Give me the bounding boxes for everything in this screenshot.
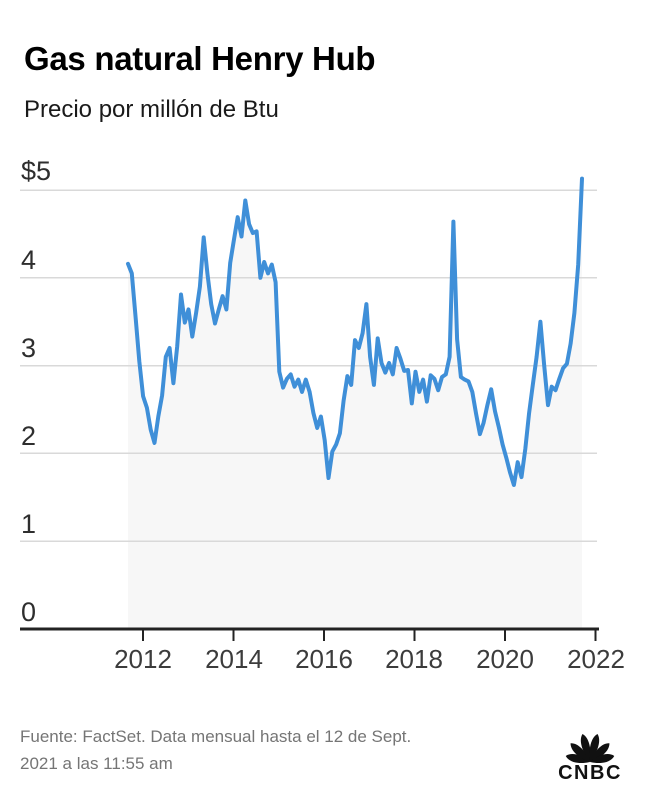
source-attribution: Fuente: FactSet. Data mensual hasta el 1… [20, 723, 411, 777]
cnbc-wordmark: CNBC [558, 762, 622, 784]
y-axis-label-1: 1 [21, 509, 37, 539]
y-axis-label-3: 3 [21, 333, 37, 363]
y-axis-label-0: 0 [21, 597, 37, 627]
area-fill [128, 178, 582, 629]
y-axis-label-4: 4 [21, 245, 37, 275]
cnbc-logo: CNBC [554, 724, 626, 785]
chart-subtitle: Precio por millón de Btu [24, 96, 279, 123]
source-line-2: 2021 a las 11:55 am [20, 754, 173, 773]
price-line [126, 176, 584, 487]
page-title: Gas natural Henry Hub [24, 40, 376, 77]
x-axis-label-2012: 2012 [114, 644, 172, 674]
x-axis-label-2014: 2014 [205, 644, 263, 674]
peacock-icon [565, 733, 615, 764]
y-axis-label-5: $5 [21, 156, 52, 186]
source-line-1: Fuente: FactSet. Data mensual hasta el 1… [20, 727, 412, 746]
x-axis-label-2020: 2020 [476, 644, 534, 674]
x-axis-label-2022: 2022 [567, 644, 625, 674]
y-axis-label-2: 2 [21, 421, 37, 451]
x-axis-label-2018: 2018 [385, 644, 443, 674]
x-axis-label-2016: 2016 [295, 644, 353, 674]
